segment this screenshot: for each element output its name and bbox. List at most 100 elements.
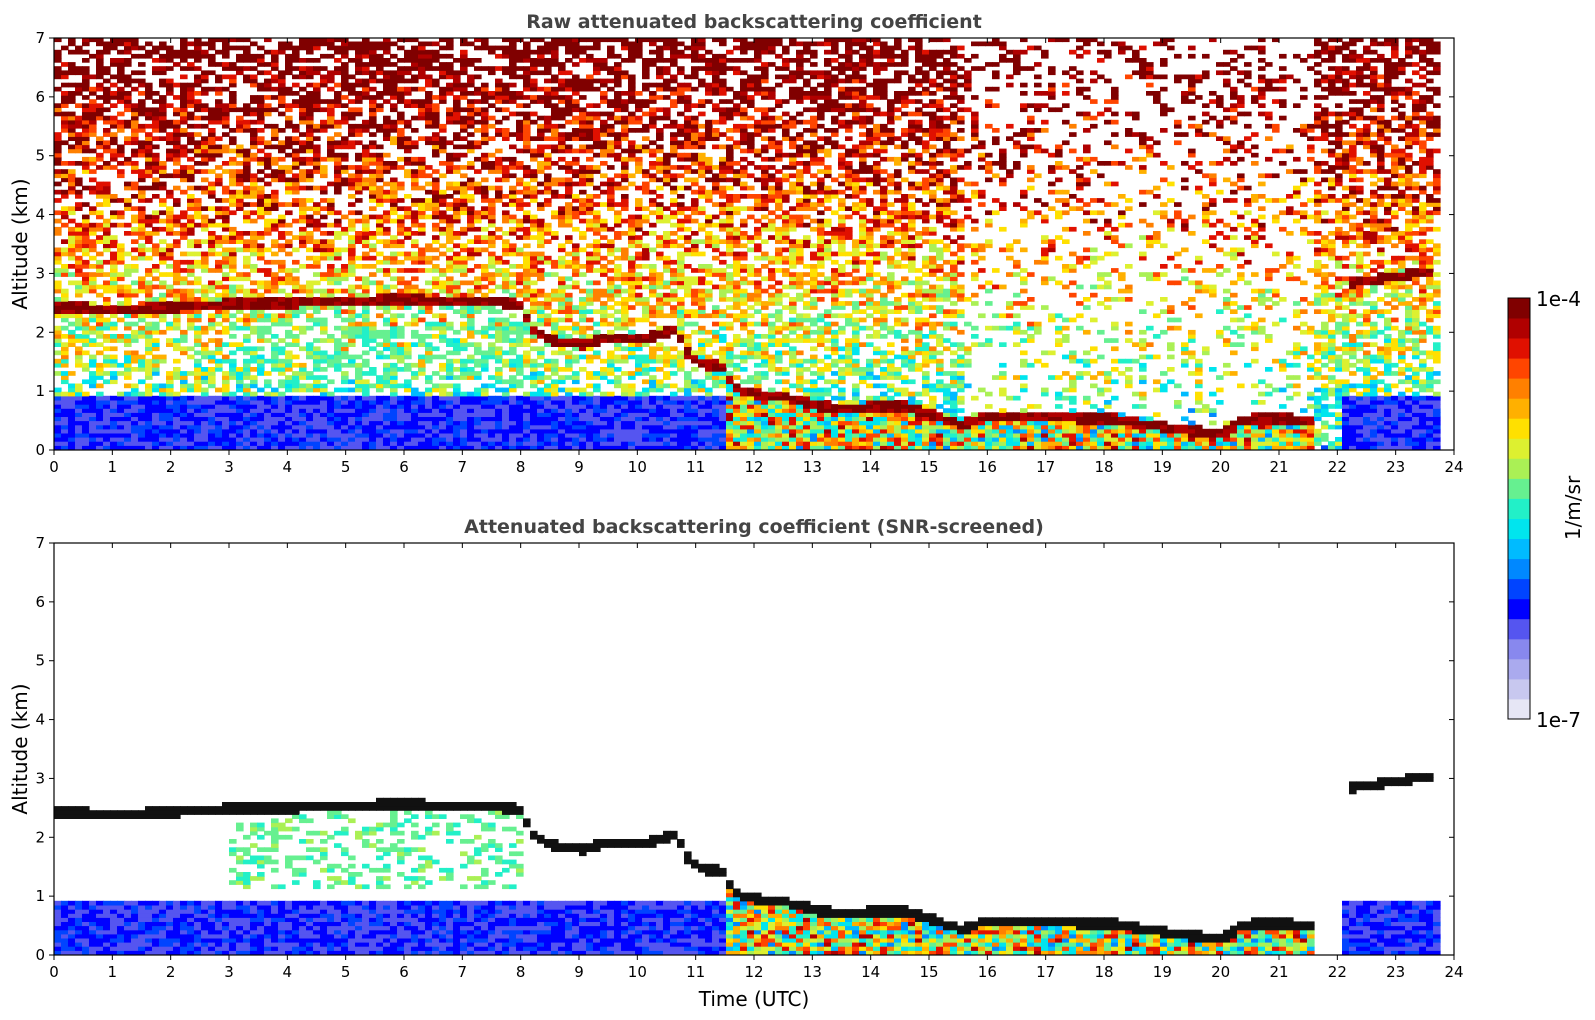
heatmap-cell	[397, 243, 405, 249]
heatmap-cell	[523, 218, 531, 224]
heatmap-cell	[474, 111, 482, 117]
heatmap-cell	[96, 70, 104, 76]
heatmap-cell	[243, 276, 251, 282]
heatmap-cell	[327, 276, 335, 282]
heatmap-cell	[145, 329, 153, 335]
heatmap-cell	[82, 325, 90, 331]
heatmap-cell	[460, 119, 468, 125]
heatmap-cell	[348, 395, 356, 401]
heatmap-cell	[292, 181, 300, 187]
heatmap-cell	[250, 309, 258, 314]
heatmap-cell	[488, 325, 496, 331]
heatmap-cell	[180, 38, 188, 43]
heatmap-cell	[558, 82, 566, 88]
heatmap-cell	[236, 45, 244, 51]
heatmap-cell	[530, 226, 538, 232]
heatmap-cell	[558, 165, 566, 170]
heatmap-cell	[124, 424, 132, 430]
heatmap-cell	[544, 404, 552, 409]
heatmap-cell	[439, 148, 447, 154]
heatmap-cell	[61, 268, 69, 273]
heatmap-cell	[117, 445, 125, 450]
heatmap-cell	[124, 354, 132, 360]
heatmap-cell	[467, 321, 475, 327]
heatmap-cell	[432, 408, 440, 413]
heatmap-cell	[425, 268, 433, 273]
heatmap-cell	[166, 272, 174, 277]
heatmap-cell	[124, 383, 132, 389]
heatmap-cell	[320, 301, 328, 306]
heatmap-cell	[432, 395, 440, 401]
heatmap-cell	[523, 272, 531, 277]
heatmap-cell	[271, 346, 279, 352]
heatmap-cell	[383, 169, 391, 174]
heatmap-cell	[376, 41, 384, 47]
heatmap-cell	[145, 82, 153, 88]
heatmap-cell	[509, 338, 517, 343]
heatmap-cell	[502, 334, 510, 339]
heatmap-cell	[509, 284, 517, 290]
heatmap-cell	[488, 424, 496, 430]
heatmap-cell	[376, 305, 384, 310]
heatmap-cell	[439, 144, 447, 150]
heatmap-cell	[530, 391, 538, 397]
heatmap-cell	[89, 395, 97, 401]
heatmap-cell	[537, 391, 545, 397]
heatmap-cell	[369, 395, 377, 401]
heatmap-cell	[446, 38, 454, 43]
heatmap-cell	[82, 432, 90, 438]
heatmap-cell	[285, 86, 293, 92]
heatmap-cell	[572, 259, 580, 265]
heatmap-cell	[313, 66, 321, 71]
heatmap-cell	[523, 297, 531, 302]
heatmap-cell	[544, 86, 552, 92]
heatmap-cell	[131, 107, 139, 113]
heatmap-cell	[509, 49, 517, 55]
heatmap-cell	[68, 210, 76, 216]
heatmap-cell	[544, 292, 552, 298]
heatmap-cell	[131, 280, 139, 286]
heatmap-cell	[61, 194, 69, 199]
heatmap-cell	[369, 198, 377, 203]
heatmap-cell	[453, 206, 461, 211]
heatmap-cell	[404, 251, 412, 257]
heatmap-cell	[187, 214, 195, 220]
heatmap-cell	[313, 412, 321, 417]
heatmap-cell	[313, 432, 321, 438]
heatmap-cell	[537, 202, 545, 207]
heatmap-cell	[327, 255, 335, 261]
heatmap-cell	[446, 432, 454, 438]
heatmap-cell	[446, 222, 454, 228]
heatmap-cell	[320, 78, 328, 84]
heatmap-cell	[481, 132, 489, 137]
heatmap-cell	[327, 198, 335, 203]
heatmap-cell	[82, 95, 90, 100]
heatmap-cell	[551, 103, 559, 108]
heatmap-cell	[306, 214, 314, 220]
heatmap-cell	[278, 441, 286, 446]
heatmap-cell	[502, 358, 510, 364]
heatmap-cell	[201, 226, 209, 232]
heatmap-cell	[194, 202, 202, 207]
heatmap-cell	[369, 49, 377, 55]
heatmap-cell	[117, 243, 125, 249]
heatmap-cell	[516, 437, 524, 442]
heatmap-cell	[75, 272, 83, 277]
heatmap-cell	[278, 148, 286, 154]
heatmap-cell	[453, 288, 461, 294]
heatmap-cell	[565, 309, 573, 314]
heatmap-cell	[243, 45, 251, 51]
heatmap-cell	[460, 91, 468, 96]
heatmap-cell	[495, 367, 503, 372]
heatmap-cell	[152, 284, 160, 290]
heatmap-cell	[334, 338, 342, 343]
heatmap-cell	[516, 362, 524, 368]
heatmap-cell	[306, 387, 314, 393]
heatmap-cell	[306, 49, 314, 55]
heatmap-cell	[362, 350, 370, 356]
heatmap-cell	[432, 276, 440, 282]
heatmap-cell	[152, 342, 160, 347]
heatmap-cell	[257, 309, 265, 314]
heatmap-cell	[75, 70, 83, 76]
heatmap-cell	[376, 177, 384, 183]
